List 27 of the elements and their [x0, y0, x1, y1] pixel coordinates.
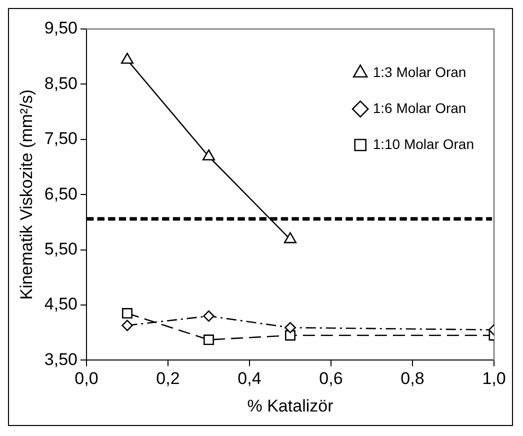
y-tick-label: 4,50 [44, 294, 78, 314]
x-tick-label: 0,4 [238, 369, 262, 388]
point [122, 320, 133, 332]
legend-label: 1:10 Molar Oran [372, 136, 474, 152]
x-tick-label: 1,0 [482, 369, 506, 388]
y-tick-label: 5,50 [44, 239, 78, 258]
y-tick-label: 8,50 [44, 74, 78, 93]
point [284, 232, 297, 244]
point [284, 322, 296, 334]
point [203, 334, 214, 346]
y-axis-title: Kinematik Viskozite (mm²/s) [16, 89, 36, 300]
x-tick-label: 0,6 [319, 369, 343, 388]
point [203, 310, 214, 322]
legend-label: 1:6 Molar Oran [372, 100, 466, 116]
point [120, 52, 134, 64]
point [284, 330, 296, 341]
x-tick-label: 0,8 [400, 369, 424, 388]
x-tick-label: 0,0 [74, 369, 98, 388]
point [202, 149, 216, 160]
point [122, 308, 132, 319]
y-tick-label: 9,50 [44, 18, 78, 38]
x-axis-title: % Katalizör [247, 396, 334, 416]
x-tick-label: 0,2 [156, 369, 180, 388]
y-tick-label: 3,50 [44, 350, 78, 369]
y-tick-label: 6,50 [44, 184, 78, 204]
legend-label: 1:3 Molar Oran [372, 64, 466, 80]
y-tick-label: 7,50 [44, 129, 78, 148]
